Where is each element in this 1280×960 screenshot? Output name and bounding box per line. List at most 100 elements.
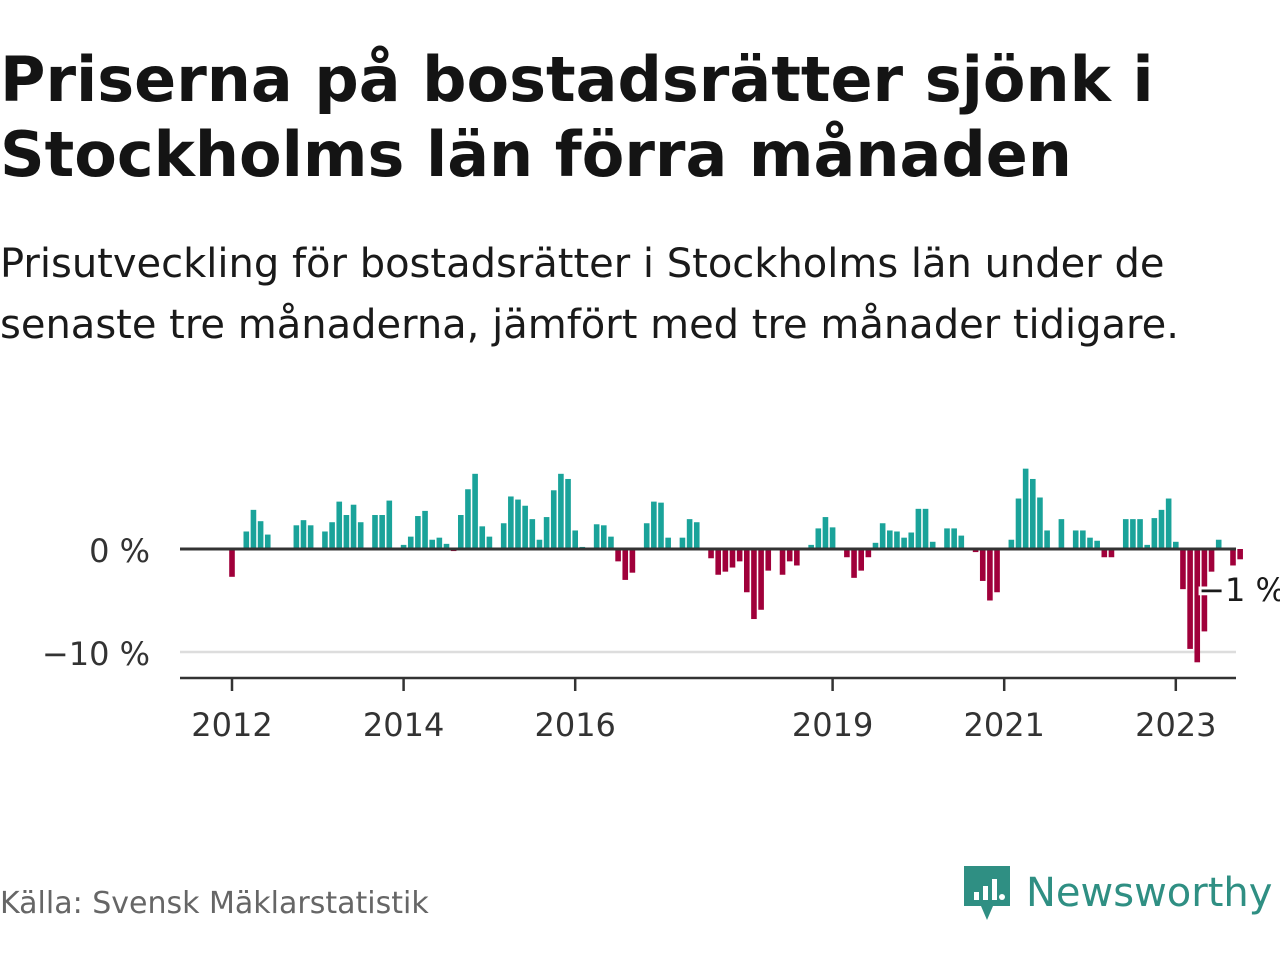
bar <box>794 549 800 566</box>
bar <box>994 549 1000 593</box>
bar <box>1037 497 1043 549</box>
y-tick-label: −10 % <box>42 635 150 673</box>
bar <box>865 549 872 558</box>
bar <box>665 537 671 549</box>
bar <box>958 535 965 549</box>
bar <box>550 490 557 549</box>
bar <box>350 504 357 549</box>
bar <box>1180 549 1186 590</box>
bar <box>615 549 621 562</box>
bar <box>522 505 528 549</box>
source-note: Källa: Svensk Mäklarstatistik <box>0 886 429 921</box>
bar <box>651 501 657 549</box>
bar <box>300 520 307 549</box>
bar <box>1072 530 1079 549</box>
bar <box>1108 549 1115 558</box>
bar <box>264 534 271 549</box>
bar <box>744 549 750 593</box>
bar <box>887 530 893 549</box>
bar <box>708 549 714 559</box>
bar <box>608 536 614 549</box>
bar <box>915 508 922 549</box>
x-tick-label: 2014 <box>363 706 444 744</box>
bar <box>257 521 264 549</box>
bar <box>415 516 421 549</box>
bar <box>357 522 364 549</box>
bar <box>879 523 886 549</box>
x-tick-label: 2012 <box>191 706 272 744</box>
bar <box>736 549 743 562</box>
bar <box>829 527 836 549</box>
bar <box>322 531 328 549</box>
bar <box>508 496 514 549</box>
bar <box>1094 540 1100 549</box>
bar <box>1130 519 1136 549</box>
bar <box>565 478 571 549</box>
bar <box>1030 478 1036 549</box>
x-tick-label: 2021 <box>963 706 1044 744</box>
bar <box>429 539 435 549</box>
y-tick-label: 0 % <box>89 532 150 570</box>
bar <box>729 549 736 568</box>
bar <box>529 519 536 549</box>
bar <box>443 543 450 549</box>
bar-chart: 0 % −10 % −1 % 2012 2014 2016 2019 2021 2023 <box>42 468 1280 744</box>
bar <box>951 528 957 549</box>
bar <box>658 502 664 549</box>
bar <box>229 549 235 577</box>
bar <box>858 549 864 571</box>
last-value-label: −1 % <box>1198 571 1280 609</box>
bars-layer <box>229 468 1243 663</box>
bar <box>422 510 428 549</box>
bar <box>293 525 300 549</box>
logo-text: Newsworthy <box>1026 870 1273 916</box>
bar <box>1201 549 1208 632</box>
bar <box>536 539 543 549</box>
bar <box>901 537 907 549</box>
x-tick-label: 2023 <box>1135 706 1216 744</box>
bar <box>944 528 950 549</box>
bar <box>1058 519 1065 549</box>
bar <box>686 519 693 549</box>
newsworthy-logo[interactable]: Newsworthy <box>962 862 1272 924</box>
bar <box>751 549 757 620</box>
bar <box>372 515 378 549</box>
newsworthy-logo-icon <box>964 866 1010 920</box>
bar <box>679 537 686 549</box>
bar <box>500 523 507 549</box>
bar <box>379 515 385 549</box>
x-tick-label: 2016 <box>534 706 615 744</box>
bar <box>979 549 986 581</box>
bar <box>543 517 550 549</box>
bar <box>336 501 343 549</box>
bar <box>715 549 721 575</box>
bar <box>1194 549 1201 663</box>
axis-layer: 0 % −10 % −1 % 2012 2014 2016 2019 2021 2023 <box>42 532 1280 744</box>
bar <box>1187 549 1193 649</box>
bar <box>987 549 993 601</box>
bar <box>343 515 350 549</box>
bar <box>693 522 700 549</box>
bar <box>243 531 250 549</box>
bar <box>922 508 929 549</box>
bar <box>1022 468 1029 549</box>
bar <box>1122 519 1129 549</box>
bar <box>400 544 407 549</box>
chart-subtitle: Prisutveckling för bostadsrätter i Stock… <box>0 241 1179 348</box>
bar <box>908 532 915 549</box>
bar <box>458 515 464 549</box>
bar <box>558 473 564 549</box>
bar <box>851 549 857 578</box>
bar <box>593 524 600 549</box>
bar <box>1208 549 1215 572</box>
bar <box>815 528 822 549</box>
bar <box>765 549 772 571</box>
chart-title: Priserna på bostadsrätter sjönk i Stockh… <box>0 43 1154 191</box>
bar <box>1165 498 1172 549</box>
bar <box>386 500 393 549</box>
bar <box>844 549 850 558</box>
bar <box>515 499 521 549</box>
bar <box>822 517 829 549</box>
x-tick-label: 2019 <box>792 706 873 744</box>
bar <box>808 544 814 549</box>
